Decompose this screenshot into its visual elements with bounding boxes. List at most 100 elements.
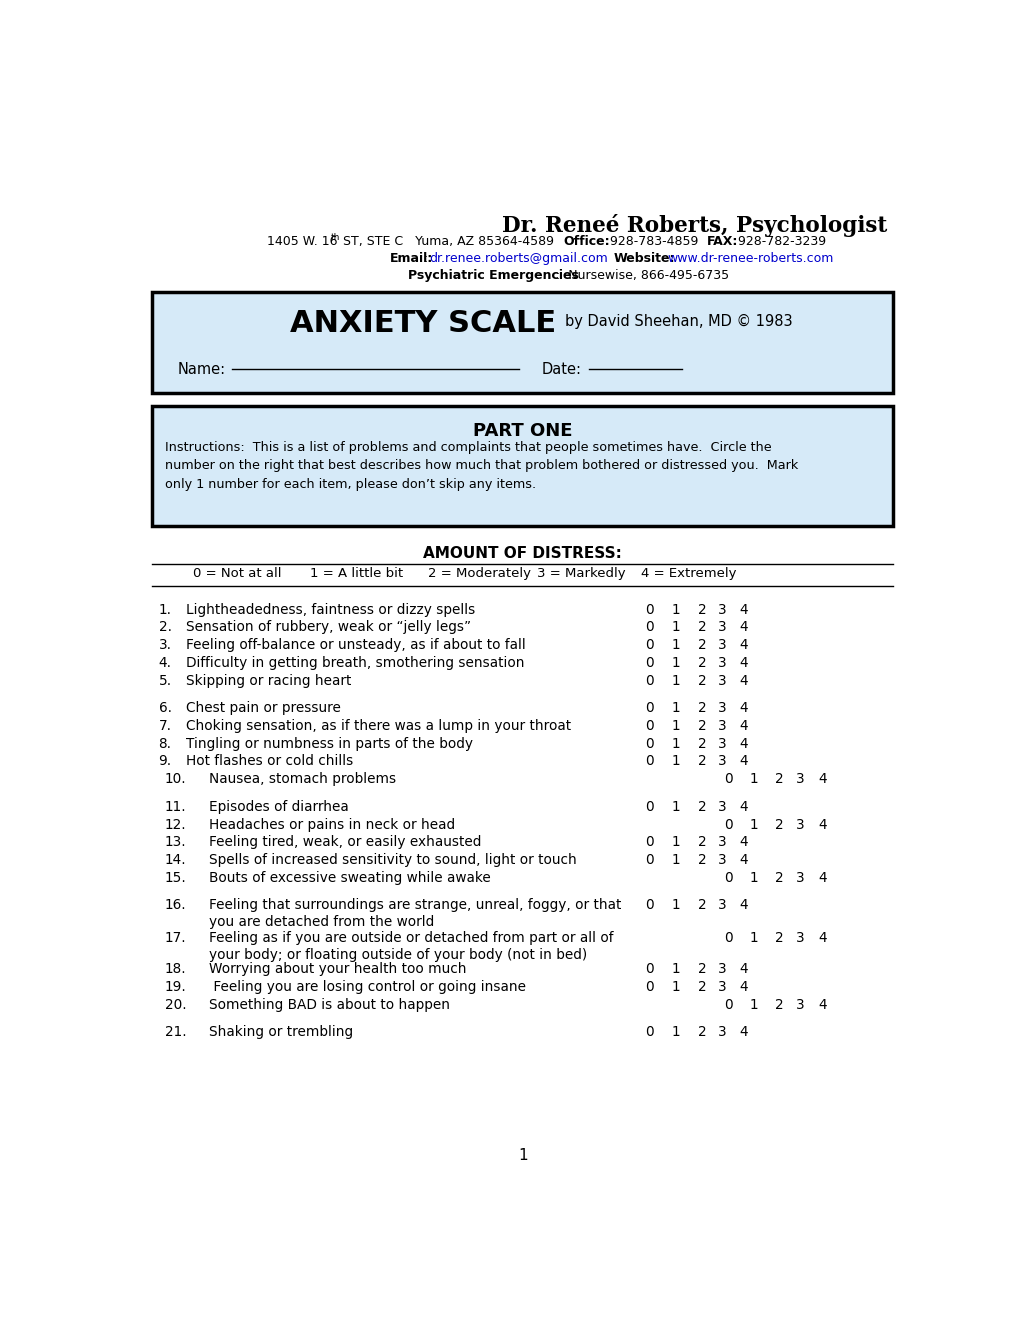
Text: 0: 0 bbox=[723, 817, 733, 832]
Text: 3: 3 bbox=[717, 673, 726, 688]
Text: Feeling off-balance or unsteady, as if about to fall: Feeling off-balance or unsteady, as if a… bbox=[185, 638, 525, 652]
Text: 3: 3 bbox=[795, 998, 803, 1011]
Text: 16.: 16. bbox=[164, 899, 186, 912]
Text: 3.: 3. bbox=[158, 638, 171, 652]
Text: 4: 4 bbox=[739, 979, 748, 994]
Text: 3: 3 bbox=[717, 620, 726, 635]
Text: Bouts of excessive sweating while awake: Bouts of excessive sweating while awake bbox=[209, 871, 490, 884]
Text: 9.: 9. bbox=[158, 755, 171, 768]
Text: 1: 1 bbox=[749, 772, 758, 787]
Text: 6.: 6. bbox=[158, 701, 171, 715]
Text: Office:: Office: bbox=[562, 235, 609, 248]
Text: 3: 3 bbox=[717, 719, 726, 733]
Text: 5.: 5. bbox=[158, 673, 171, 688]
Text: 2: 2 bbox=[697, 1026, 706, 1039]
Text: 2: 2 bbox=[773, 931, 783, 945]
Text: 0: 0 bbox=[645, 620, 653, 635]
Text: 1: 1 bbox=[671, 899, 680, 912]
Text: 2 = Moderately: 2 = Moderately bbox=[428, 566, 531, 579]
Text: 3: 3 bbox=[717, 1026, 726, 1039]
Text: 2: 2 bbox=[773, 871, 783, 884]
Text: 0: 0 bbox=[723, 772, 733, 787]
Text: 1: 1 bbox=[671, 638, 680, 652]
Text: 3: 3 bbox=[717, 603, 726, 616]
Text: 2: 2 bbox=[697, 737, 706, 751]
Text: :  Nursewise, 866-495-6735: : Nursewise, 866-495-6735 bbox=[555, 269, 729, 282]
Text: 1: 1 bbox=[671, 673, 680, 688]
Text: 2: 2 bbox=[697, 673, 706, 688]
Text: Difficulty in getting breath, smothering sensation: Difficulty in getting breath, smothering… bbox=[185, 656, 524, 669]
Text: 2: 2 bbox=[697, 836, 706, 849]
Text: 0: 0 bbox=[645, 701, 653, 715]
Text: 3: 3 bbox=[717, 755, 726, 768]
Text: 1: 1 bbox=[671, 656, 680, 669]
Text: Choking sensation, as if there was a lump in your throat: Choking sensation, as if there was a lum… bbox=[185, 719, 571, 733]
Text: 3: 3 bbox=[795, 931, 803, 945]
Text: Instructions:  This is a list of problems and complaints that people sometimes h: Instructions: This is a list of problems… bbox=[164, 441, 797, 491]
Text: www.dr-renee-roberts.com: www.dr-renee-roberts.com bbox=[667, 252, 834, 265]
Text: 1: 1 bbox=[518, 1148, 527, 1163]
Text: 1: 1 bbox=[671, 836, 680, 849]
Text: 21.: 21. bbox=[164, 1026, 186, 1039]
FancyBboxPatch shape bbox=[152, 293, 893, 393]
Text: Email:: Email: bbox=[389, 252, 432, 265]
Text: Worrying about your health too much: Worrying about your health too much bbox=[209, 962, 466, 977]
Text: 4: 4 bbox=[739, 638, 748, 652]
Text: 0: 0 bbox=[723, 871, 733, 884]
Text: 2: 2 bbox=[697, 899, 706, 912]
Text: Sensation of rubbery, weak or “jelly legs”: Sensation of rubbery, weak or “jelly leg… bbox=[185, 620, 471, 635]
Text: Feeling that surroundings are strange, unreal, foggy, or that: Feeling that surroundings are strange, u… bbox=[209, 899, 621, 912]
Text: 4: 4 bbox=[739, 737, 748, 751]
Text: 928-782-3239: 928-782-3239 bbox=[734, 235, 825, 248]
Text: 0: 0 bbox=[723, 931, 733, 945]
Text: Shaking or trembling: Shaking or trembling bbox=[209, 1026, 353, 1039]
Text: 3: 3 bbox=[717, 638, 726, 652]
Text: Name:: Name: bbox=[177, 363, 226, 378]
Text: 4: 4 bbox=[818, 772, 826, 787]
Text: 0: 0 bbox=[645, 719, 653, 733]
Text: 0: 0 bbox=[645, 656, 653, 669]
Text: by David Sheehan, MD © 1983: by David Sheehan, MD © 1983 bbox=[565, 314, 792, 329]
Text: 0: 0 bbox=[645, 638, 653, 652]
Text: 2: 2 bbox=[697, 853, 706, 867]
Text: 2: 2 bbox=[697, 979, 706, 994]
Text: 3 = Markedly: 3 = Markedly bbox=[536, 566, 625, 579]
Text: 20.: 20. bbox=[164, 998, 186, 1011]
Text: 4: 4 bbox=[739, 701, 748, 715]
Text: 4: 4 bbox=[739, 656, 748, 669]
Text: 0: 0 bbox=[645, 673, 653, 688]
Text: Website:: Website: bbox=[612, 252, 675, 265]
Text: 1405 W. 16: 1405 W. 16 bbox=[267, 235, 337, 248]
Text: 4: 4 bbox=[739, 899, 748, 912]
Text: 4: 4 bbox=[739, 962, 748, 977]
Text: 3: 3 bbox=[795, 817, 803, 832]
Text: 3: 3 bbox=[717, 853, 726, 867]
Text: 3: 3 bbox=[717, 899, 726, 912]
Text: 13.: 13. bbox=[164, 836, 186, 849]
Text: 1: 1 bbox=[671, 620, 680, 635]
Text: 1: 1 bbox=[671, 719, 680, 733]
Text: 1: 1 bbox=[749, 931, 758, 945]
Text: 1: 1 bbox=[671, 962, 680, 977]
Text: Nausea, stomach problems: Nausea, stomach problems bbox=[209, 772, 395, 787]
Text: 2: 2 bbox=[697, 719, 706, 733]
Text: PART ONE: PART ONE bbox=[473, 422, 572, 440]
Text: 4: 4 bbox=[739, 836, 748, 849]
Text: 2: 2 bbox=[697, 800, 706, 814]
Text: 2: 2 bbox=[697, 620, 706, 635]
Text: 0: 0 bbox=[645, 755, 653, 768]
Text: 4: 4 bbox=[739, 1026, 748, 1039]
Text: Tingling or numbness in parts of the body: Tingling or numbness in parts of the bod… bbox=[185, 737, 472, 751]
Text: 1: 1 bbox=[671, 603, 680, 616]
Text: :: : bbox=[423, 252, 431, 265]
Text: 12.: 12. bbox=[164, 817, 186, 832]
Text: 0: 0 bbox=[645, 603, 653, 616]
Text: 18.: 18. bbox=[164, 962, 186, 977]
Text: you are detached from the world: you are detached from the world bbox=[209, 915, 434, 929]
Text: 3: 3 bbox=[717, 979, 726, 994]
Text: 4: 4 bbox=[818, 998, 826, 1011]
Text: 2: 2 bbox=[697, 638, 706, 652]
Text: 4: 4 bbox=[739, 853, 748, 867]
Text: 1: 1 bbox=[671, 737, 680, 751]
Text: Feeling tired, weak, or easily exhausted: Feeling tired, weak, or easily exhausted bbox=[209, 836, 481, 849]
